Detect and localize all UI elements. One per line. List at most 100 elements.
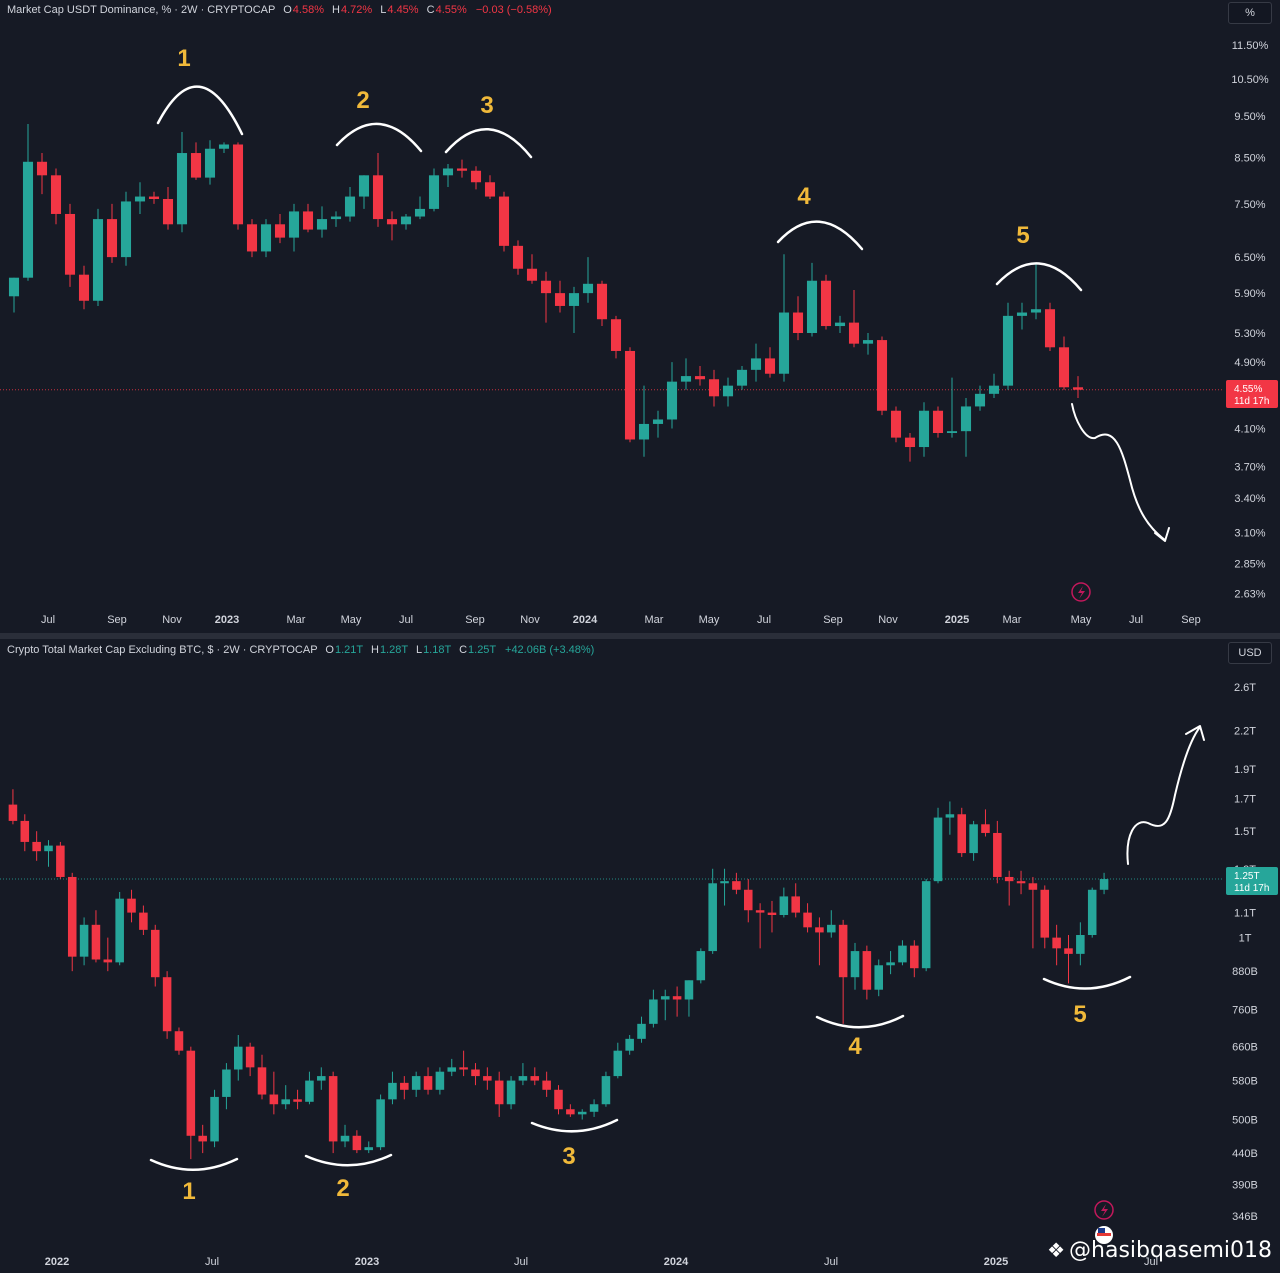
- top-candle-body: [484, 182, 496, 197]
- bottom-candle-body: [767, 912, 777, 916]
- top-candle-body: [568, 293, 580, 306]
- bottom-candle-body: [423, 1076, 433, 1090]
- bottom-candle-body: [838, 924, 848, 978]
- top-annotation-label: 4: [797, 183, 811, 210]
- bottom-candle-body: [91, 924, 101, 960]
- top-unit-button[interactable]: %: [1228, 2, 1272, 24]
- top-candle-body: [316, 219, 328, 230]
- top-candle-body: [974, 393, 986, 407]
- top-candle-body: [162, 198, 174, 225]
- top-y-tick-label: 8.50%: [1234, 152, 1265, 164]
- bottom-candle-body: [577, 1111, 587, 1115]
- top-candle-body: [946, 431, 958, 434]
- top-y-tick-label: 2.63%: [1234, 589, 1265, 601]
- bottom-candle-body: [850, 951, 860, 978]
- watermark: ❖ @hasibqasemi018: [1047, 1238, 1272, 1263]
- bottom-candle-body: [755, 910, 765, 913]
- binance-logo-icon: ❖: [1047, 1238, 1066, 1262]
- bottom-x-tick-label: 2025: [984, 1256, 1008, 1268]
- pane-divider[interactable]: [0, 633, 1280, 639]
- bottom-candle-body: [542, 1080, 551, 1090]
- top-x-tick-label: Sep: [107, 614, 127, 626]
- top-x-tick-label: May: [341, 614, 362, 626]
- total-ex-btc-chart[interactable]: 2.6T2.2T1.9T1.7T1.5T1.3T1.1T1T880B760B66…: [0, 640, 1280, 1273]
- top-candle-body: [862, 340, 874, 344]
- bottom-y-tick-label: 390B: [1232, 1180, 1258, 1192]
- bottom-candle-body: [1004, 876, 1014, 882]
- top-annotation-label: 2: [356, 87, 369, 114]
- bottom-legend: Crypto Total Market Cap Excluding BTC, $…: [7, 644, 594, 656]
- bottom-candle-body: [827, 924, 836, 933]
- top-low-value: 4.45%: [387, 4, 419, 16]
- top-x-tick-label: Sep: [465, 614, 485, 626]
- bottom-candle-body: [815, 927, 824, 933]
- bottom-candle-body: [269, 1094, 279, 1105]
- top-candle-body: [1030, 309, 1042, 313]
- bottom-candle-body: [305, 1080, 314, 1102]
- bottom-candle-body: [234, 1046, 243, 1070]
- bottom-candle-body: [364, 1147, 374, 1151]
- top-candle-body: [638, 423, 650, 440]
- top-y-tick-label: 9.50%: [1234, 111, 1265, 123]
- top-candle-body: [498, 196, 510, 246]
- top-candle-body: [1058, 347, 1070, 388]
- lightning-icon: [1094, 1200, 1114, 1220]
- top-candle-body: [358, 175, 370, 197]
- bottom-legend-title: Crypto Total Market Cap Excluding BTC, $…: [7, 644, 318, 656]
- bottom-y-tick-label: 1.9T: [1234, 764, 1256, 776]
- top-candle-body: [260, 224, 272, 252]
- top-candle-body: [932, 410, 944, 434]
- bottom-x-tick-label: 2024: [664, 1256, 689, 1268]
- top-y-tick-label: 3.10%: [1234, 527, 1265, 539]
- top-x-tick-label: Nov: [162, 614, 182, 626]
- bottom-candle-body: [720, 881, 729, 884]
- top-candle-body: [708, 379, 720, 397]
- bottom-open-label: O: [325, 644, 334, 656]
- usdt-dominance-chart[interactable]: 11.50% 10.50% 9.50% 8.50% 7.50% 6.50% 5.90% 5.3…: [0, 0, 1280, 634]
- top-candle-body: [820, 280, 832, 327]
- top-candle-body: [176, 153, 188, 225]
- bottom-y-tick-label: 2.6T: [1234, 682, 1256, 694]
- top-candle-body: [890, 410, 902, 438]
- bottom-candle-body: [566, 1109, 575, 1115]
- bottom-candle-body: [44, 845, 53, 852]
- top-candle-body: [92, 219, 104, 301]
- bottom-candle-body: [554, 1089, 563, 1110]
- top-x-tick-label: 2025: [945, 614, 969, 626]
- bottom-annotation-arc: [815, 1014, 905, 1029]
- bottom-candle-body: [530, 1076, 540, 1081]
- bottom-candle-body: [1040, 889, 1050, 938]
- usdt-dominance-panel: 11.50% 10.50% 9.50% 8.50% 7.50% 6.50% 5.90% 5.3…: [0, 0, 1280, 634]
- bottom-candle-body: [79, 924, 89, 957]
- bottom-candle-body: [174, 1031, 184, 1051]
- bottom-candle-body: [1016, 881, 1026, 884]
- bottom-candle-body: [601, 1076, 611, 1105]
- top-candle-body: [596, 283, 608, 320]
- bottom-low-value: 1.18T: [423, 644, 451, 656]
- top-candle-body: [36, 161, 48, 176]
- top-candle-body: [134, 196, 146, 202]
- top-candle-body: [764, 358, 776, 374]
- top-low-label: L: [380, 4, 387, 16]
- bottom-x-tick-label: Jul: [824, 1256, 838, 1268]
- bottom-candle-body: [67, 876, 77, 957]
- top-candle-body: [610, 319, 622, 351]
- top-y-tick-label: 6.50%: [1234, 252, 1265, 264]
- bottom-candle-body: [1052, 937, 1061, 949]
- bottom-candle-body: [317, 1076, 326, 1081]
- bottom-candle-body: [933, 817, 943, 882]
- top-x-tick-label: 2023: [215, 614, 239, 626]
- top-candle-body: [400, 216, 412, 225]
- top-candle-body: [848, 322, 860, 344]
- bottom-unit-button[interactable]: USD: [1228, 642, 1272, 664]
- top-x-tick-label: Mar: [287, 614, 306, 626]
- bottom-candle-body: [708, 883, 717, 952]
- bottom-x-tick-label: 2022: [45, 1256, 69, 1268]
- bottom-candle-body: [210, 1096, 219, 1142]
- top-annotation-label: 5: [1016, 222, 1029, 249]
- top-candle-body: [1016, 312, 1028, 316]
- top-candle-body: [372, 175, 384, 220]
- top-x-tick-label: Jul: [399, 614, 413, 626]
- top-candle-body: [414, 208, 426, 217]
